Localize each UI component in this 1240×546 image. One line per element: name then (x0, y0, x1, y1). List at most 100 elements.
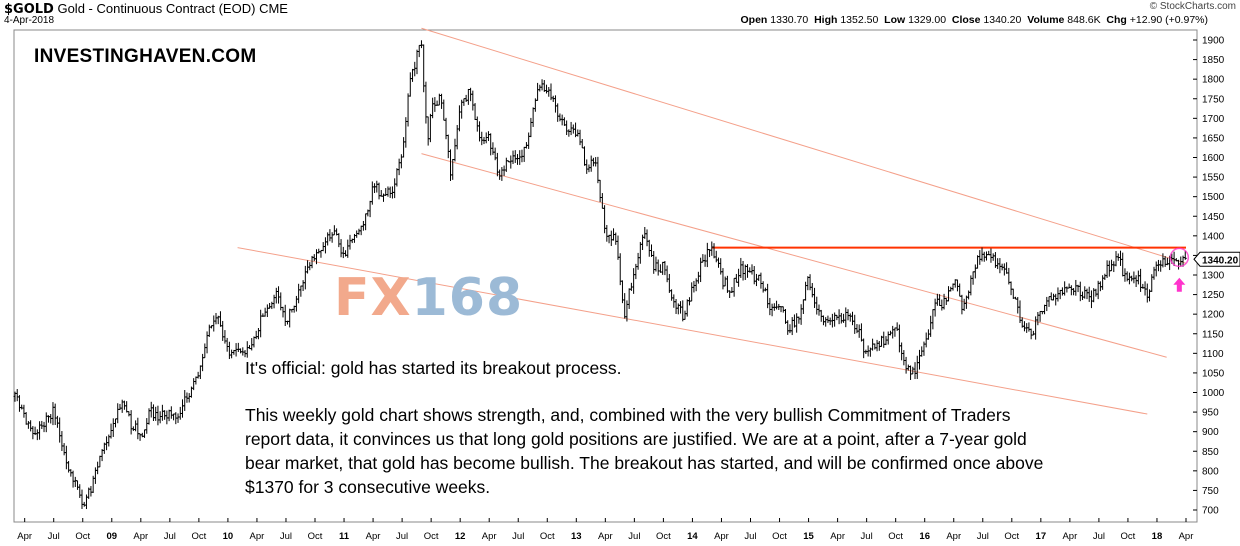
price-bar (1114, 251, 1118, 267)
price-bar (1078, 281, 1082, 302)
price-bar (1152, 266, 1156, 280)
price-bar (145, 418, 149, 434)
price-bar (1031, 330, 1035, 336)
x-tick-label: Apr (17, 531, 32, 542)
price-bar (1132, 271, 1136, 284)
price-bar (775, 300, 779, 310)
price-bar (93, 467, 97, 484)
price-bar (536, 82, 540, 101)
price-bars (13, 40, 1187, 510)
price-bar (446, 134, 450, 159)
price-bar (31, 426, 35, 440)
price-bar (98, 455, 102, 468)
price-bar (89, 486, 93, 497)
price-bar (203, 343, 207, 359)
price-bar (947, 286, 951, 302)
price-bar (180, 399, 184, 418)
price-bar (806, 276, 810, 291)
x-tick-label: Oct (191, 531, 206, 542)
price-bar (76, 480, 80, 490)
price-bar (692, 280, 696, 293)
price-bar (250, 338, 254, 351)
price-bar (80, 489, 84, 509)
price-bar (1054, 293, 1058, 306)
price-bar (962, 298, 966, 311)
price-bar (674, 299, 678, 314)
price-bar (984, 251, 988, 261)
price-bar (705, 242, 709, 268)
price-bar (1105, 260, 1109, 278)
open-label: Open (740, 14, 768, 26)
x-tick-label: Jul (164, 531, 176, 542)
price-bar (196, 371, 200, 379)
x-tick-label: Apr (250, 531, 265, 542)
price-bar (205, 331, 209, 354)
price-bar (113, 418, 117, 428)
price-bar (495, 152, 499, 177)
price-bar (348, 234, 352, 250)
price-bar (580, 139, 584, 149)
x-tick-label: Apr (830, 531, 845, 542)
price-bar (663, 260, 667, 276)
price-bar (422, 44, 426, 93)
price-bar (192, 378, 196, 391)
chg-value: +12.90 (+0.97%) (1129, 14, 1208, 26)
y-tick-label: 1000 (1202, 388, 1225, 399)
price-bar (681, 300, 685, 322)
price-bar (426, 116, 430, 146)
x-tick-label: Apr (366, 531, 381, 542)
price-bar (218, 311, 222, 327)
price-bar (1018, 300, 1022, 323)
y-axis: 700 750 800 850 900 950 1000 1050 1100 1150 1200 12… (1193, 36, 1225, 517)
price-bar (716, 257, 720, 268)
price-bar (156, 405, 160, 426)
price-bar (991, 253, 995, 261)
y-tick-label: 1100 (1202, 349, 1224, 360)
price-bar (1163, 256, 1167, 267)
price-bar (388, 186, 392, 198)
price-bar (265, 304, 269, 318)
y-tick-label: 750 (1202, 486, 1219, 497)
price-bar (826, 315, 830, 324)
price-bar (288, 308, 292, 328)
price-bar (1121, 252, 1125, 277)
price-bar (417, 44, 421, 58)
price-bar (1022, 321, 1026, 332)
price-bar (696, 271, 700, 284)
y-tick-label: 1450 (1202, 212, 1225, 223)
price-bar (846, 309, 850, 321)
price-bar (24, 412, 28, 425)
price-bar (882, 331, 886, 348)
price-bar (198, 365, 202, 380)
price-bar (1056, 287, 1060, 302)
price-bar (904, 356, 908, 374)
close-value: 1340.20 (983, 14, 1022, 26)
price-bar (1087, 286, 1091, 302)
price-bar (183, 390, 187, 411)
x-tick-label: 10 (223, 531, 234, 542)
price-bar (53, 403, 57, 425)
price-bar (857, 324, 861, 338)
price-bar (26, 421, 30, 429)
price-bar (891, 325, 895, 339)
price-bar (330, 232, 334, 243)
price-bar (582, 146, 586, 166)
price-bar (411, 68, 415, 82)
price-bar (699, 257, 703, 283)
price-bar (214, 312, 218, 325)
price-bar (116, 403, 120, 424)
price-bar (513, 150, 517, 163)
price-bar (122, 400, 126, 410)
x-tick-label: 14 (687, 531, 698, 542)
price-bar (489, 133, 493, 156)
price-bar (768, 297, 772, 316)
price-bar (406, 93, 410, 127)
price-bar (160, 404, 164, 421)
price-bar (1136, 270, 1140, 285)
price-bar (837, 309, 841, 325)
price-bar (1183, 250, 1187, 260)
price-bar (1074, 279, 1078, 296)
price-bar (408, 72, 412, 97)
price-bar (131, 426, 135, 431)
